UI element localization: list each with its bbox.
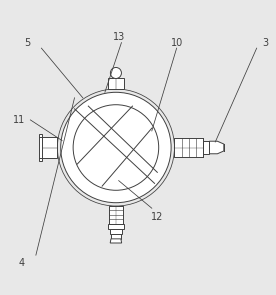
Text: 11: 11 xyxy=(13,115,25,125)
Circle shape xyxy=(61,92,171,203)
Polygon shape xyxy=(110,239,122,243)
Bar xyxy=(109,206,123,224)
Text: 3: 3 xyxy=(262,38,268,47)
Text: 12: 12 xyxy=(151,212,163,222)
Text: 13: 13 xyxy=(113,32,125,42)
Bar xyxy=(111,234,121,239)
Polygon shape xyxy=(209,141,224,154)
Bar xyxy=(108,224,123,229)
Bar xyxy=(174,138,203,157)
Bar xyxy=(39,134,42,161)
Text: 5: 5 xyxy=(25,38,31,47)
Text: 4: 4 xyxy=(19,258,25,268)
Bar xyxy=(110,229,122,234)
Circle shape xyxy=(110,68,121,78)
Circle shape xyxy=(57,89,174,206)
Bar xyxy=(42,137,57,158)
Text: 10: 10 xyxy=(171,38,183,47)
Bar xyxy=(203,141,209,154)
Bar xyxy=(108,78,124,89)
